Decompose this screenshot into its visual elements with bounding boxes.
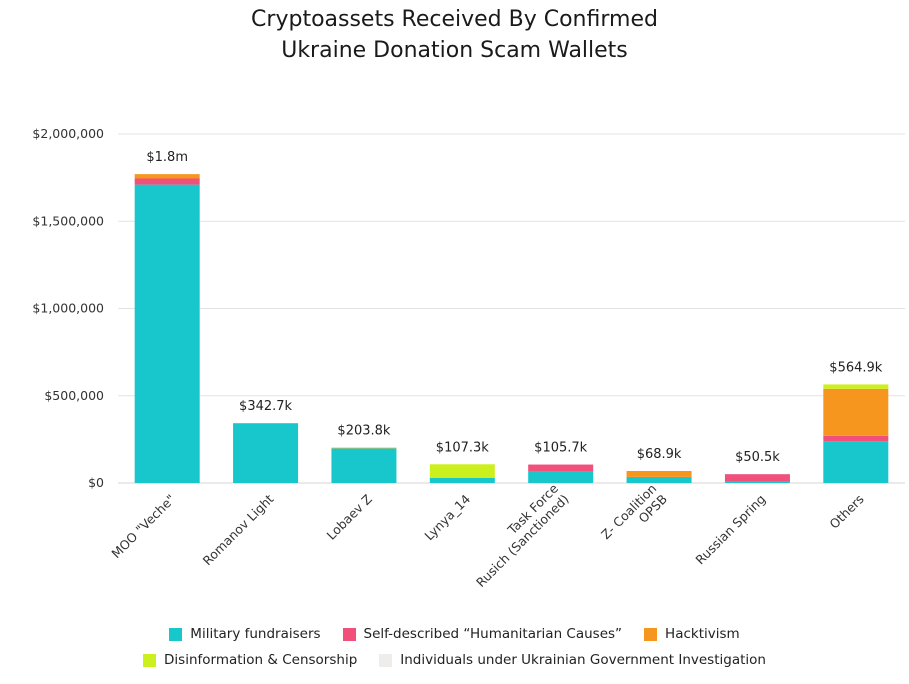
legend-label: Individuals under Ukrainian Government I… bbox=[400, 652, 766, 668]
x-tick-label: Romanov Light bbox=[200, 491, 277, 568]
chart-title-line-2: Ukraine Donation Scam Wallets bbox=[281, 38, 628, 63]
x-tick-label-text: Lobaev Z bbox=[324, 491, 375, 542]
bar-total-label: $68.9k bbox=[637, 447, 682, 462]
bar-total-label: $342.7k bbox=[239, 399, 292, 414]
bar-segment bbox=[429, 464, 495, 478]
x-tick-label-text: Romanov Light bbox=[200, 491, 277, 568]
bar-segment bbox=[626, 477, 692, 483]
bar-total-label: $107.3k bbox=[436, 440, 489, 455]
x-tick-label: Lynya_14 bbox=[421, 491, 473, 543]
x-tick-label-text: Task ForceRusich (Sanctioned) bbox=[462, 481, 571, 590]
legend-swatch bbox=[379, 653, 393, 667]
y-tick-label: $2,000,000 bbox=[32, 126, 104, 141]
y-tick-label: $500,000 bbox=[44, 388, 104, 403]
bar-total-label: $105.7k bbox=[534, 441, 587, 456]
x-tick-label-text: Lynya_14 bbox=[421, 491, 473, 543]
legend-row-1: Military fundraisers Self-described “Huma… bbox=[0, 626, 909, 642]
bar-segment bbox=[823, 435, 889, 442]
legend-label: Disinformation & Censorship bbox=[164, 652, 358, 668]
chart-title-line-1: Cryptoassets Received By Confirmed bbox=[251, 7, 658, 32]
bar-segment bbox=[823, 388, 889, 436]
bar-segment bbox=[528, 464, 594, 472]
x-tick-label-line: Rusich (Sanctioned) bbox=[473, 491, 572, 590]
bar-total-label: $564.9k bbox=[829, 360, 882, 375]
legend-swatch bbox=[143, 653, 157, 667]
x-tick-label-line: Russian Spring bbox=[692, 491, 768, 567]
x-tick-label-line: Others bbox=[826, 491, 866, 531]
x-tick-label-line: MOO "Veche" bbox=[108, 491, 178, 561]
y-tick-label: $1,500,000 bbox=[32, 213, 104, 228]
legend-label: Military fundraisers bbox=[190, 626, 321, 642]
x-tick-label-text: Z- CoalitionOPSB bbox=[598, 481, 670, 553]
x-tick-label-text: MOO "Veche" bbox=[108, 491, 178, 561]
bar-segment bbox=[134, 178, 200, 185]
x-tick-label: Task ForceRusich (Sanctioned) bbox=[462, 481, 572, 590]
bar-segment bbox=[134, 174, 200, 179]
x-tick-label-line: Lynya_14 bbox=[421, 491, 473, 543]
x-tick-label: Z- CoalitionOPSB bbox=[598, 481, 670, 553]
bar-segment bbox=[134, 184, 200, 484]
x-tick-label: MOO "Veche" bbox=[108, 491, 178, 561]
x-tick-label-line: Romanov Light bbox=[200, 491, 277, 568]
legend-swatch bbox=[169, 627, 183, 641]
legend-label: Hacktivism bbox=[665, 626, 740, 642]
bar-segment bbox=[331, 447, 397, 449]
x-tick-label-text: Russian Spring bbox=[692, 491, 768, 567]
x-tick-label: Lobaev Z bbox=[324, 491, 375, 542]
x-tick-label: Russian Spring bbox=[692, 491, 768, 567]
bar-segment bbox=[429, 477, 495, 483]
x-tick-label: Others bbox=[826, 491, 866, 531]
bar-total-label: $50.5k bbox=[735, 450, 780, 465]
legend-row-2: Disinformation & Censorship Individuals u… bbox=[0, 652, 909, 668]
y-tick-label: $0 bbox=[88, 475, 104, 490]
legend-swatch bbox=[342, 627, 356, 641]
legend-item: Hacktivism bbox=[644, 626, 740, 642]
bar-segment bbox=[724, 481, 790, 483]
legend-item: Military fundraisers bbox=[169, 626, 321, 642]
bar-segment bbox=[823, 384, 889, 389]
legend-swatch bbox=[644, 627, 658, 641]
legend-item: Disinformation & Censorship bbox=[143, 652, 357, 668]
bar-total-label: $1.8m bbox=[146, 150, 188, 165]
bar-segment bbox=[626, 470, 692, 477]
bar-segment bbox=[823, 441, 889, 483]
legend-item: Self-described “Humanitarian Causes” bbox=[342, 626, 623, 642]
bar-segment bbox=[626, 476, 692, 478]
bar-segment bbox=[233, 423, 299, 483]
bar-segment bbox=[331, 448, 397, 483]
legend-item: Individuals under Ukrainian Government I… bbox=[379, 652, 766, 668]
x-tick-label-line: Lobaev Z bbox=[324, 491, 375, 542]
y-tick-label: $1,000,000 bbox=[32, 301, 104, 316]
chart-title: Cryptoassets Received By Confirmed Ukrai… bbox=[0, 4, 909, 66]
legend-label: Self-described “Humanitarian Causes” bbox=[363, 626, 623, 642]
bar-total-label: $203.8k bbox=[337, 423, 390, 438]
bar-segment bbox=[724, 474, 790, 482]
bar-segment bbox=[528, 471, 594, 483]
x-tick-label-text: Others bbox=[826, 491, 866, 531]
